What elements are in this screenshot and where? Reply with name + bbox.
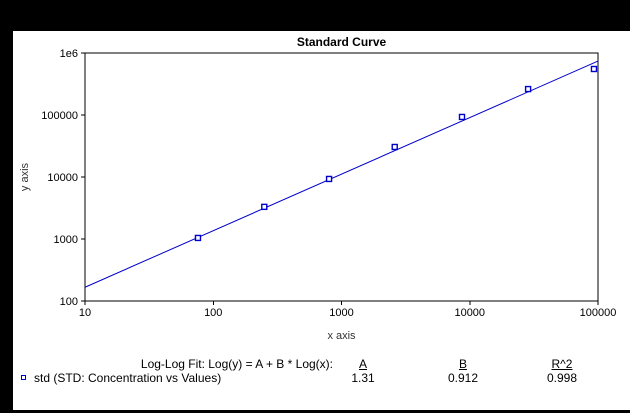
fit-header-b: B: [458, 357, 467, 371]
y-tick-label: 1000: [54, 234, 78, 246]
y-tick-label: 1e6: [60, 48, 78, 60]
data-point-marker: [194, 234, 202, 242]
fit-value-a: 1.31: [351, 371, 375, 385]
fit-header-a: A: [358, 357, 367, 371]
fit-value-b: 0.912: [447, 371, 479, 385]
x-tick-label: 100000: [580, 307, 617, 319]
x-tick-label: 10: [79, 307, 91, 319]
data-point-marker: [261, 203, 268, 211]
legend-marker-icon: [21, 375, 26, 380]
data-point-marker: [325, 175, 333, 183]
data-point-marker: [391, 143, 398, 151]
y-tick-label: 100: [60, 296, 78, 308]
x-tick-label: 10000: [454, 307, 485, 319]
y-axis-title: y axis: [19, 162, 31, 192]
x-tick-label: 1000: [329, 307, 353, 319]
data-point-marker: [524, 85, 532, 93]
chart-title: Standard Curve: [296, 35, 387, 49]
x-axis-title: x axis: [327, 330, 356, 342]
plot-border: [84, 52, 599, 302]
legend-series-label: std (STD: Concentration vs Values): [34, 371, 222, 385]
y-tick-label: 100000: [41, 110, 78, 122]
fit-header-r2: R^2: [551, 357, 573, 371]
fit-equation-label: Log-Log Fit: Log(y) = A + B * Log(x):: [140, 357, 333, 371]
fit-line: [84, 60, 599, 288]
y-tick-label: 10000: [47, 172, 78, 184]
chart-canvas: Standard Curve 10 100 1000 10000 100000 100 10…: [13, 31, 630, 410]
data-point-marker: [458, 113, 466, 121]
plot-svg: 10 100 1000 10000 1000001001000100001000001e…: [41, 48, 617, 319]
fit-value-r2: 0.998: [546, 371, 578, 385]
x-tick-label: 100: [204, 307, 222, 319]
data-point-marker: [590, 65, 598, 73]
